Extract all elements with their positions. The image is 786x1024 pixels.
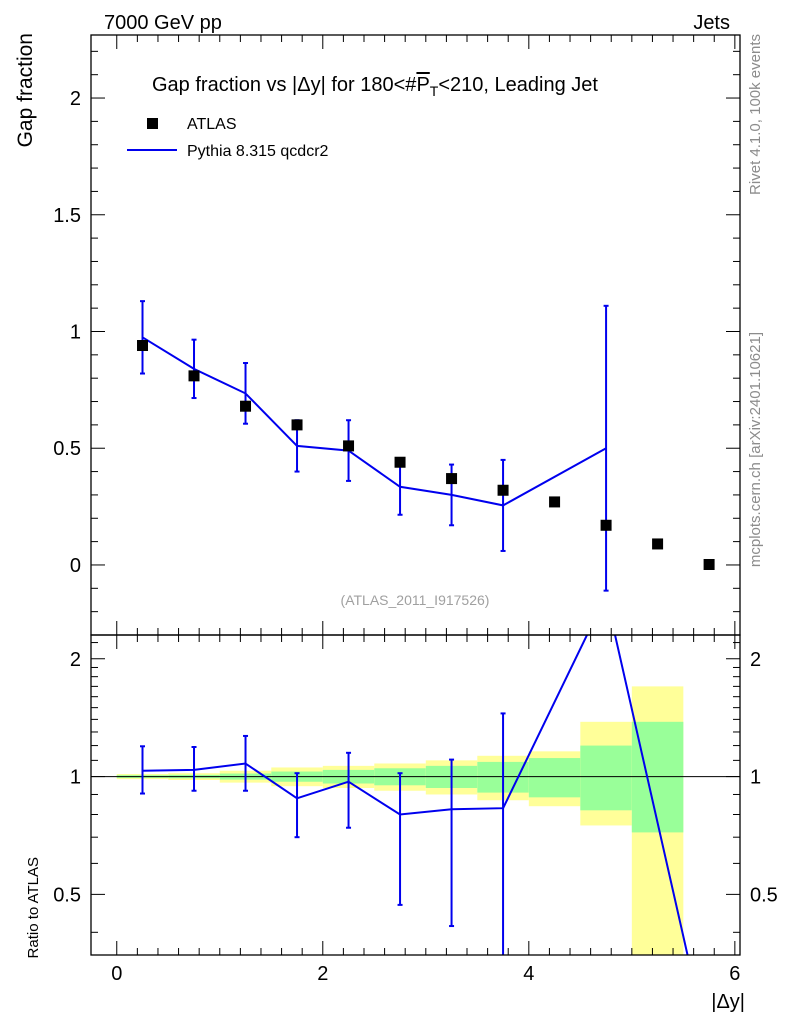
main-y-tick-label: 1	[70, 321, 81, 343]
energy-label: 7000 GeV pp	[104, 12, 222, 34]
atlas-data-point	[137, 340, 149, 352]
ratio-y-tick-label-right: 0.5	[750, 884, 778, 906]
atlas-data-point	[497, 484, 509, 496]
main-y-tick-label: 0	[70, 555, 81, 577]
chart-title-suffix: <210, Leading Jet	[438, 74, 598, 96]
legend-atlas-marker	[147, 118, 158, 129]
ratio-pythia-line	[142, 635, 689, 955]
ratio-band-green	[528, 758, 581, 798]
x-tick-label: 0	[111, 963, 122, 985]
main-panel-series	[137, 300, 715, 592]
atlas-data-point	[652, 538, 664, 550]
ratio-panel-ticks: 0.5 0.5 1 1 2 2 0 2 4 6	[53, 635, 778, 985]
main-y-tick-label: 2	[70, 88, 81, 110]
chart-title-symbol: P	[416, 74, 429, 96]
chart-title-subscript: T	[430, 83, 439, 99]
chart-title-prefix: Gap fraction vs |Δy| for 180<#	[152, 74, 417, 96]
atlas-data-point	[394, 456, 406, 468]
main-y-tick-label: 0.5	[53, 438, 81, 460]
x-tick-label: 4	[523, 963, 534, 985]
ratio-y-tick-label: 0.5	[53, 884, 81, 906]
atlas-data-point	[446, 473, 458, 485]
category-label: Jets	[693, 12, 730, 34]
atlas-data-point	[188, 370, 200, 382]
x-tick-label: 2	[317, 963, 328, 985]
main-y-tick-label: 1.5	[53, 205, 81, 227]
main-y-axis-title: Gap fraction	[14, 33, 37, 147]
ratio-y-tick-label-right: 2	[750, 649, 761, 671]
ratio-panel-frame	[90, 634, 741, 956]
atlas-data-point	[343, 440, 355, 452]
legend-atlas-label: ATLAS	[187, 116, 237, 133]
atlas-data-point	[240, 400, 252, 412]
mcplots-label: mcplots.cern.ch [arXiv:2401.10621]	[747, 332, 764, 567]
ratio-panel-series	[140, 635, 689, 955]
atlas-data-point	[600, 519, 612, 531]
ratio-y-axis-title: Ratio to ATLAS	[25, 857, 42, 958]
legend-pythia-label: Pythia 8.315 qcdcr2	[187, 143, 329, 160]
x-tick-label: 6	[729, 963, 740, 985]
atlas-data-point	[291, 419, 303, 431]
atlas-data-point	[703, 558, 715, 570]
rivet-version-label: Rivet 4.1.0, 100k events	[747, 34, 764, 195]
ratio-clipped-series	[140, 635, 689, 955]
x-axis-title: |Δy|	[711, 991, 745, 1013]
ratio-y-tick-label-right: 1	[750, 767, 761, 789]
analysis-id-label: (ATLAS_2011_I917526)	[341, 592, 490, 608]
chart-title: Gap fraction vs |Δy| for 180<#PT<210, Le…	[152, 74, 598, 99]
ratio-y-tick-label: 2	[70, 649, 81, 671]
ratio-y-tick-label: 1	[70, 767, 81, 789]
ratio-band-green	[580, 745, 632, 811]
main-panel-ticks: 0 0.5 1 1.5 2	[53, 35, 740, 635]
ratio-band-green	[631, 721, 684, 833]
atlas-data-point	[549, 496, 561, 508]
